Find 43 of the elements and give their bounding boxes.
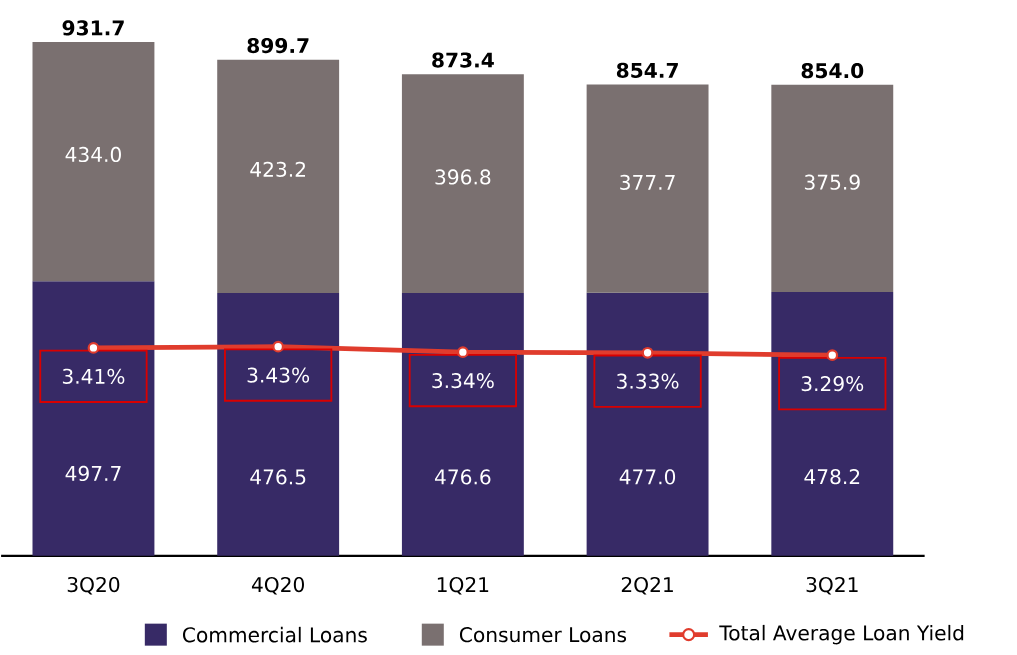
data-label: 477.0 [619, 469, 676, 485]
data-label: 476.6 [434, 469, 491, 485]
legend-label: Total Average Loan Yield [719, 624, 964, 645]
bar [217, 59, 340, 294]
total-label: 931.7 [62, 20, 124, 36]
data-label: 3.29% [801, 376, 864, 392]
data-label: 434.0 [65, 146, 121, 163]
point [457, 346, 469, 359]
data-label: 497.7 [65, 465, 121, 482]
data-label: 478.2 [804, 469, 860, 485]
bar [401, 74, 524, 294]
bar [401, 293, 524, 556]
bar [32, 281, 155, 556]
legend-label: Consumer Loans [459, 627, 627, 643]
bar [771, 84, 894, 293]
x-tick-label: 1Q21 [437, 577, 489, 595]
data-label: 3.43% [247, 367, 310, 383]
bar [586, 292, 709, 556]
x-tick-label: 4Q20 [251, 577, 304, 595]
total-label: 854.0 [801, 63, 864, 79]
legend-label: Commercial Loans [182, 626, 367, 643]
total-label: 899.7 [247, 37, 309, 54]
x-tick-label: 2Q21 [621, 577, 673, 595]
x-tick-label: 3Q21 [806, 577, 858, 595]
point [272, 340, 285, 353]
data-label: 423.2 [250, 161, 306, 178]
data-label: 377.7 [620, 174, 675, 191]
data-label: 375.9 [804, 174, 860, 190]
x-tick-label: 3Q20 [67, 577, 120, 595]
point [641, 346, 654, 359]
bar [771, 292, 894, 556]
total-label: 873.4 [432, 52, 494, 68]
data-label: 476.5 [250, 469, 306, 485]
total-label: 854.7 [616, 62, 678, 79]
bar [586, 84, 709, 293]
data-label: 396.8 [435, 169, 491, 185]
bar [32, 42, 155, 282]
bar [217, 293, 340, 556]
data-label: 3.34% [432, 373, 494, 389]
point [87, 342, 100, 354]
point [826, 349, 839, 362]
data-label: 3.33% [617, 373, 679, 389]
data-label: 3.41% [62, 368, 125, 385]
